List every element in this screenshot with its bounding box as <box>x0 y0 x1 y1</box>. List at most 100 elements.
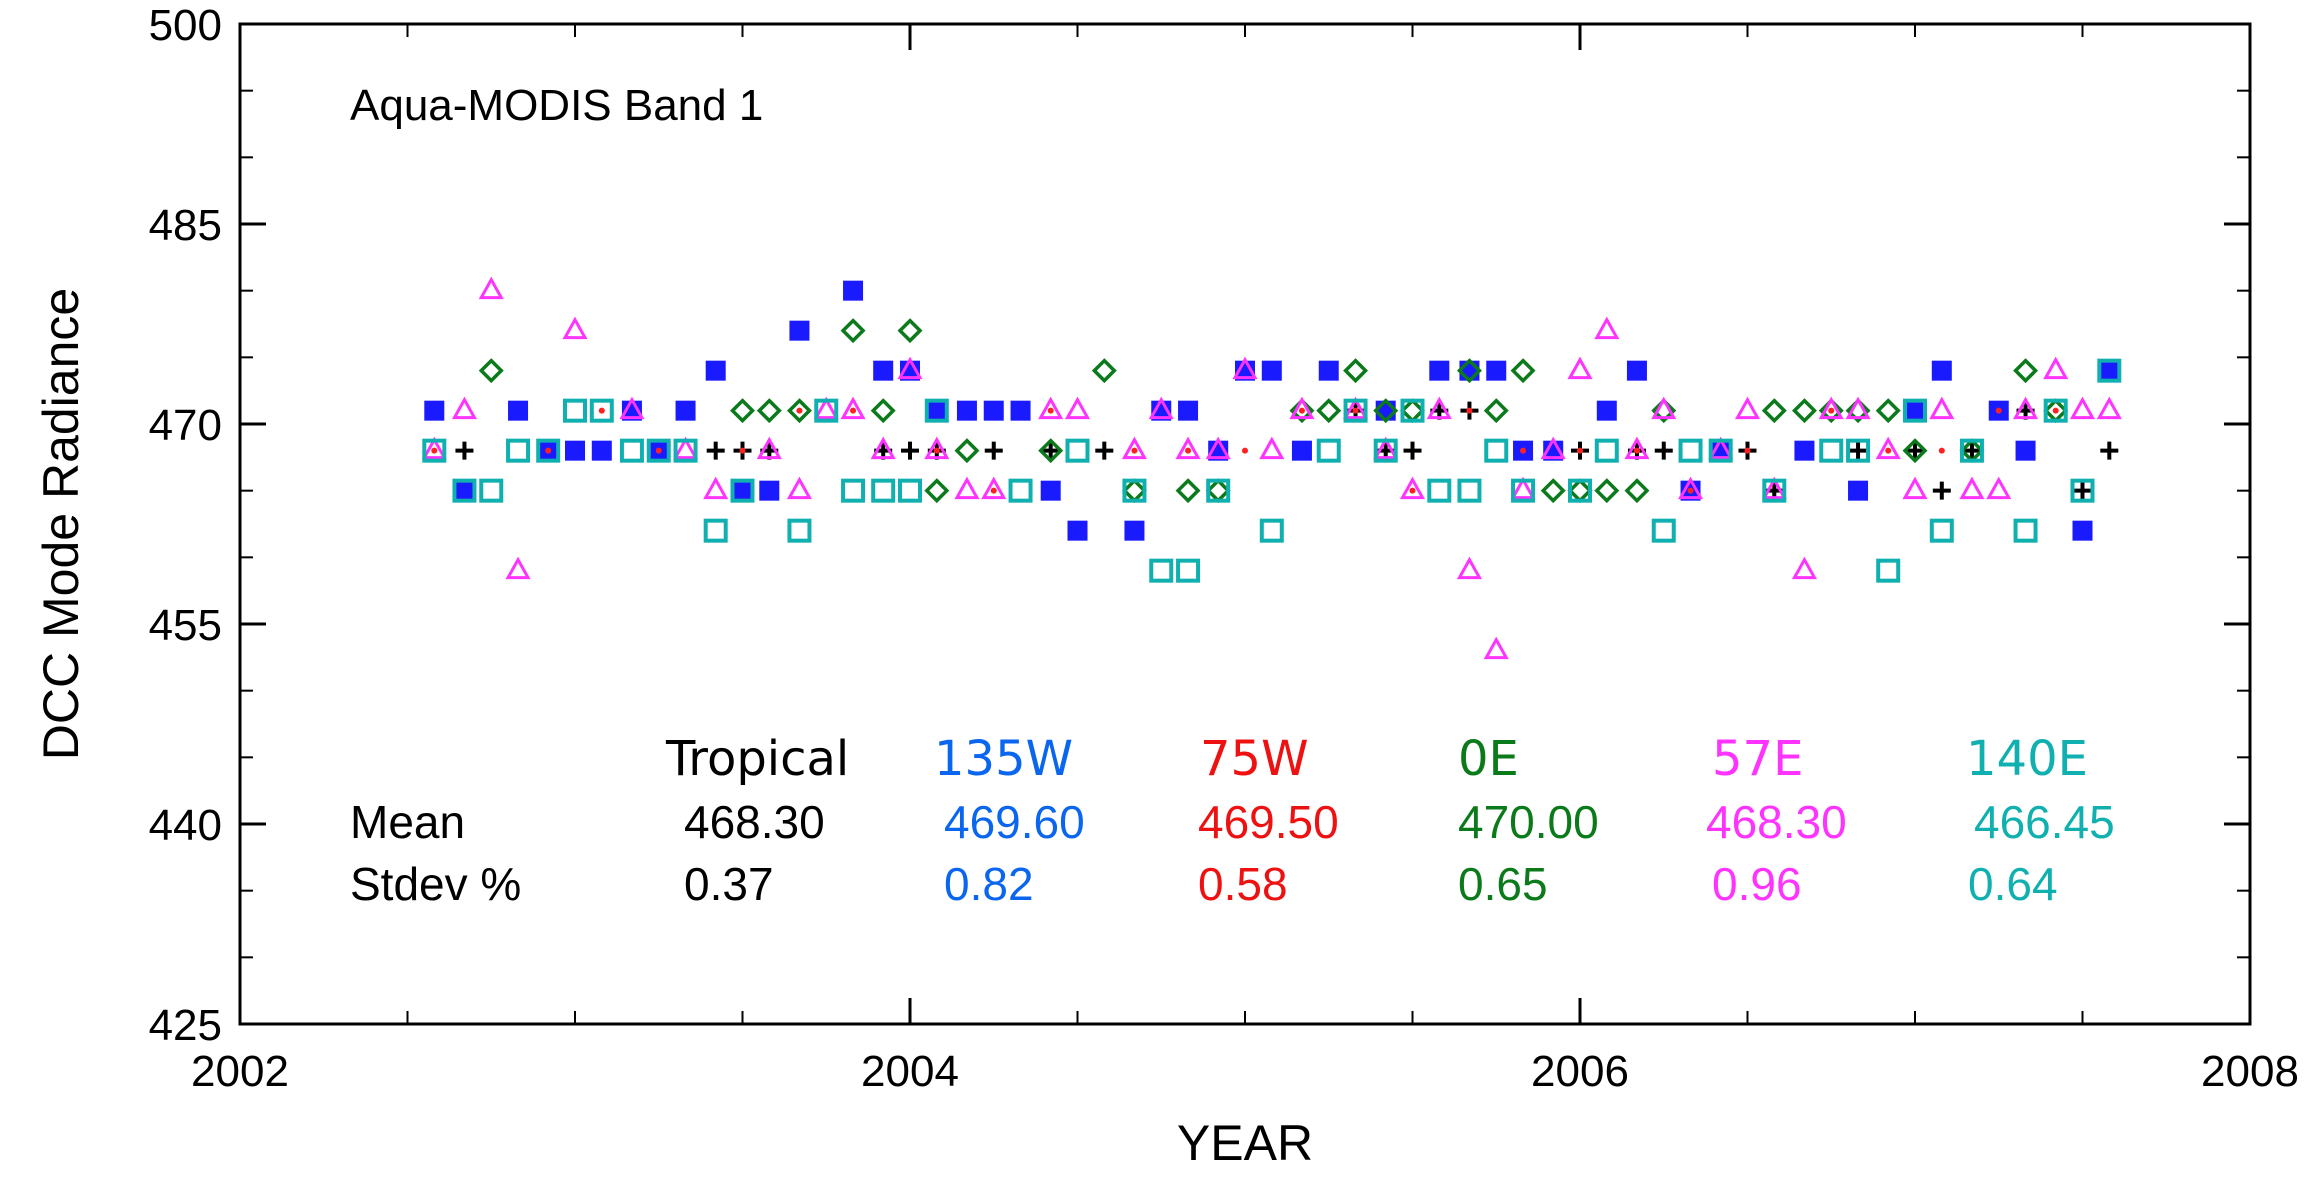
point-0e <box>1400 398 1425 424</box>
point-140e <box>536 438 561 463</box>
point-0e <box>1175 478 1201 504</box>
point-57e <box>1818 396 1844 420</box>
point-140e <box>1762 478 1787 503</box>
point-140e <box>1206 478 1231 503</box>
point-57e <box>451 396 477 420</box>
point-140e <box>841 478 866 503</box>
point-135w <box>454 480 475 501</box>
point-57e <box>1399 476 1426 500</box>
point-0e <box>897 318 923 344</box>
axis-ticks: 425 440 455 470 485 500 2002 2004 2006 2008 <box>149 1 2299 1096</box>
stats-row-label-mean: Mean <box>350 796 465 848</box>
point-tropical <box>1041 441 1060 460</box>
point-57e <box>1761 476 1787 500</box>
point-135w <box>1318 360 1339 381</box>
point-57e <box>786 476 812 500</box>
point-57e <box>1426 396 1452 420</box>
point-tropical <box>1932 481 1951 500</box>
point-57e <box>1540 436 1566 460</box>
stats-stdev-57e: 0.96 <box>1712 858 1802 910</box>
point-75w <box>2052 407 2059 414</box>
point-140e <box>2043 398 2068 423</box>
point-75w <box>1185 447 1192 454</box>
point-140e <box>1122 478 1147 503</box>
point-75w <box>431 447 438 454</box>
point-tropical <box>1654 441 1673 460</box>
point-140e <box>1511 478 1536 503</box>
point-135w <box>843 280 864 301</box>
series-140e <box>422 358 2122 583</box>
point-140e <box>1846 438 1871 463</box>
point-57e <box>2069 396 2096 420</box>
point-0e <box>1316 398 1342 424</box>
point-140e <box>703 518 728 543</box>
chart-title: Aqua-MODIS Band 1 <box>350 81 763 130</box>
point-135w <box>1124 520 1145 541</box>
point-140e <box>646 438 671 463</box>
point-140e <box>452 478 477 503</box>
point-tropical <box>706 441 725 460</box>
point-135w <box>1626 360 1647 381</box>
point-57e <box>1232 356 1258 380</box>
point-135w <box>759 480 780 501</box>
x-tick-label: 2002 <box>191 1047 289 1096</box>
point-57e <box>1567 356 1593 380</box>
point-140e <box>1065 438 1090 463</box>
stats-header-140e: 140E <box>1966 731 2088 787</box>
point-135w <box>873 360 894 381</box>
point-57e <box>1624 436 1650 460</box>
stats-mean-tropical: 468.30 <box>684 796 825 848</box>
y-tick-label: 455 <box>149 601 222 650</box>
point-140e <box>2013 518 2038 543</box>
point-57e <box>897 356 923 380</box>
stats-stdev-0e: 0.65 <box>1458 858 1548 910</box>
point-57e <box>954 476 980 500</box>
stats-mean-140e: 466.45 <box>1974 796 2115 848</box>
point-0e <box>478 358 504 384</box>
point-75w <box>850 407 857 414</box>
point-140e <box>871 478 896 503</box>
point-135w <box>1429 360 1450 381</box>
point-75w <box>1466 407 1473 414</box>
point-57e <box>1038 396 1064 420</box>
point-75w <box>1131 447 1138 454</box>
stats-mean-135w: 469.60 <box>944 796 1085 848</box>
point-0e <box>924 478 950 504</box>
point-0e <box>1456 358 1482 384</box>
point-tropical <box>1906 441 1924 460</box>
point-135w <box>1040 480 1061 501</box>
point-57e <box>1959 476 1985 500</box>
stats-stdev-140e: 0.64 <box>1968 858 2058 910</box>
stats-stdev-75w: 0.58 <box>1198 858 1288 910</box>
point-135w <box>591 440 612 461</box>
point-140e <box>1427 478 1452 503</box>
point-57e <box>756 436 782 460</box>
data-markers <box>421 276 2122 660</box>
point-140e <box>1149 558 1174 583</box>
point-tropical <box>1962 441 1981 460</box>
stats-header-75w: 75W <box>1200 731 1309 787</box>
point-75w <box>1938 447 1945 454</box>
point-140e <box>506 438 531 463</box>
y-axis-title: DCC Mode Radiance <box>33 288 89 760</box>
point-57e <box>1845 396 1871 420</box>
point-57e <box>505 556 531 580</box>
point-75w <box>1409 487 1416 494</box>
point-57e <box>1175 436 1201 460</box>
point-140e <box>898 478 922 503</box>
point-135w <box>508 400 529 421</box>
point-57e <box>1875 436 1901 460</box>
point-57e <box>1289 396 1315 420</box>
point-57e <box>562 316 588 340</box>
point-140e <box>619 438 644 463</box>
point-tropical <box>1849 441 1868 460</box>
point-0e <box>870 398 896 424</box>
point-135w <box>732 480 753 501</box>
point-75w <box>1520 447 1527 454</box>
point-57e <box>2096 396 2122 420</box>
stats-mean-75w: 469.50 <box>1198 796 1339 848</box>
point-0e <box>1594 478 1620 504</box>
point-tropical <box>901 441 919 460</box>
series-75w <box>431 407 2059 494</box>
point-0e <box>1205 478 1231 504</box>
